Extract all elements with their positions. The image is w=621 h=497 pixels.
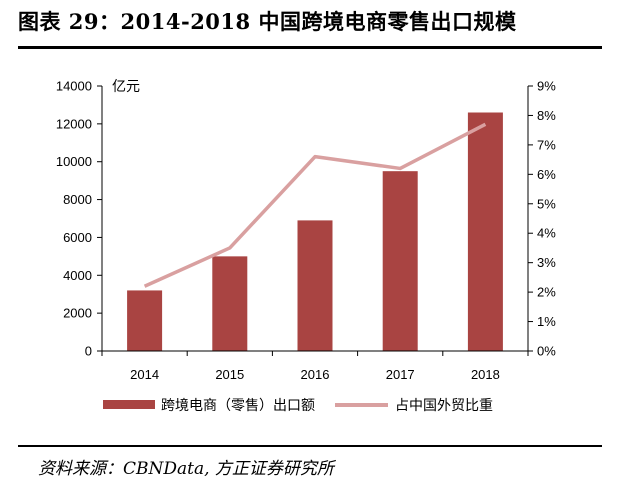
bar-2017	[382, 171, 418, 351]
y-tick-label: 10000	[56, 154, 92, 169]
y2-tick-label: 2%	[537, 285, 556, 300]
y2-tick-label: 4%	[537, 226, 556, 241]
y-tick-label: 12000	[56, 116, 92, 131]
legend: 跨境电商（零售）出口额 占中国外贸比重	[103, 398, 493, 414]
legend-bar-swatch	[103, 400, 155, 409]
bar-2014	[127, 290, 163, 351]
y-tick-label: 4000	[63, 268, 92, 283]
y2-tick-label: 9%	[537, 79, 556, 94]
y-tick-label: 14000	[56, 79, 92, 94]
y-tick-label: 6000	[63, 230, 92, 245]
y-tick-label: 0	[85, 344, 92, 359]
bar-2016	[297, 220, 333, 351]
y-tick-label: 2000	[63, 306, 92, 321]
source-note: 资料来源：CBNData, 方正证券研究所	[38, 459, 334, 479]
bar-2018	[467, 112, 503, 351]
x-tick-label: 2017	[386, 367, 415, 382]
y2-tick-label: 6%	[537, 167, 556, 182]
line-series	[143, 122, 487, 288]
legend-line-label: 占中国外贸比重	[395, 398, 493, 414]
y2-tick-label: 8%	[537, 108, 556, 123]
chart-title: 图表 29：2014-2018 中国跨境电商零售出口规模	[18, 9, 517, 34]
legend-bar-label: 跨境电商（零售）出口额	[161, 398, 315, 414]
y-axis-left: 0 2000 4000 6000 8000 10000 12000 14000	[56, 79, 102, 359]
chart: 0 2000 4000 6000 8000 10000 12000 14000 0% 1% 2% 3…	[56, 79, 556, 415]
x-tick-label: 2015	[215, 367, 244, 382]
y2-tick-label: 7%	[537, 137, 556, 152]
y2-tick-label: 0%	[537, 344, 556, 359]
x-tick-label: 2018	[471, 367, 500, 382]
y2-tick-label: 3%	[537, 255, 556, 270]
y2-tick-label: 5%	[537, 196, 556, 211]
x-axis: 2014 2015 2016 2017 2018	[101, 351, 529, 382]
bar-series	[127, 112, 503, 351]
axes	[101, 86, 529, 352]
x-tick-label: 2014	[130, 367, 159, 382]
bar-2015	[212, 256, 248, 351]
y-axis-unit-label: 亿元	[112, 79, 140, 95]
y-tick-label: 8000	[63, 192, 92, 207]
source-rule	[18, 445, 602, 447]
title-rule	[18, 46, 602, 49]
y2-tick-label: 1%	[537, 314, 556, 329]
y-axis-right: 0% 1% 2% 3% 4% 5% 6% 7% 8% 9%	[528, 79, 556, 359]
x-tick-label: 2016	[301, 367, 330, 382]
